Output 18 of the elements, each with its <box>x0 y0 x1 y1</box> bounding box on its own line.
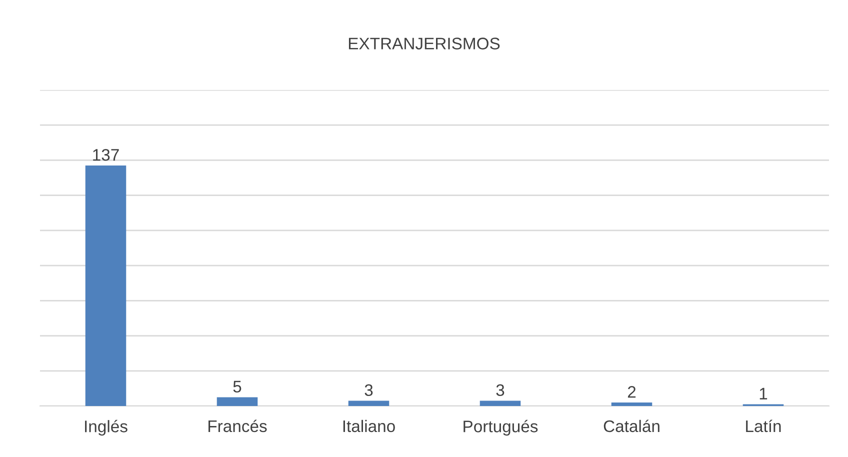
x-tick-label: Inglés <box>85 420 128 436</box>
bar <box>216 397 258 406</box>
data-label: 5 <box>233 380 242 393</box>
bar <box>480 400 521 406</box>
chart-title: EXTRANJERISMOS <box>348 38 500 50</box>
data-label: 1 <box>760 388 768 400</box>
data-label: 2 <box>628 386 636 398</box>
x-tick-label: Catalán <box>604 420 660 432</box>
x-tick-label: Francés <box>208 420 267 432</box>
x-tick-label: Latín <box>746 420 781 432</box>
bar <box>611 402 652 406</box>
bar <box>348 400 390 406</box>
bar <box>85 165 126 406</box>
x-tick-label: Italiano <box>343 420 395 432</box>
x-tick-label: Portugués <box>464 420 538 436</box>
data-label: 3 <box>496 384 504 396</box>
data-label: 137 <box>93 149 119 161</box>
data-label: 3 <box>364 384 373 396</box>
